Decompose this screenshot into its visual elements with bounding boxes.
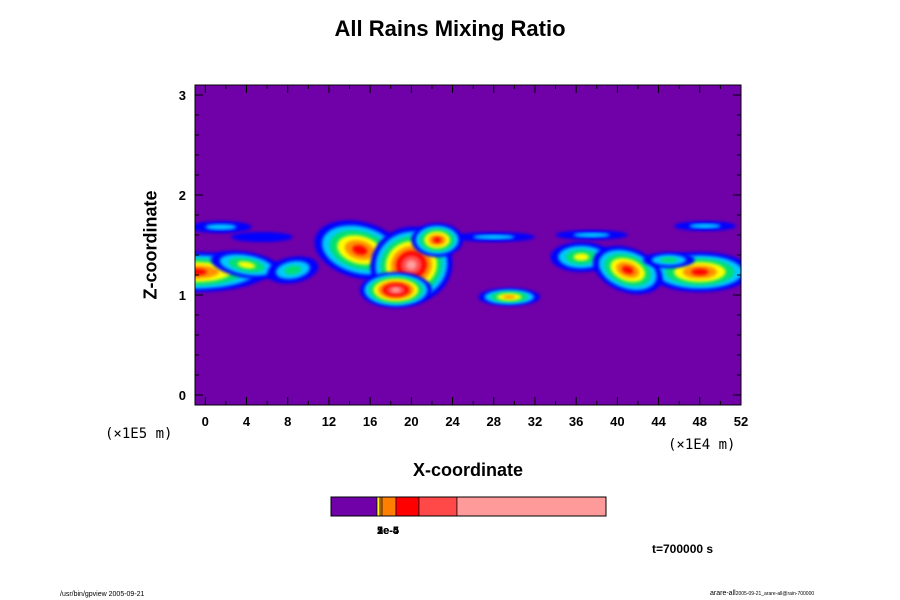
y-tick-label-2: 2	[179, 188, 186, 203]
rain-feature-15-level-5	[621, 265, 634, 275]
x-tick-label-4: 16	[363, 414, 377, 429]
rain-feature-5-level-1	[689, 223, 721, 229]
colorbar-segment-6	[456, 496, 607, 517]
x-tick-labels: 0 4 8 12 16 20 24 28 32 36 40 44 48 52	[202, 414, 749, 429]
colorbar-segment-1	[376, 496, 381, 517]
rain-feature-9-level-5	[352, 245, 368, 255]
rain-feature-13-level-4	[503, 295, 516, 299]
rain-feature-1-level-5	[691, 268, 709, 276]
x-tick-label-8: 32	[528, 414, 542, 429]
y-tick-labels: 0 1 2 3	[179, 88, 186, 403]
footer-source-main: arare-all	[710, 590, 736, 597]
x-tick-label-9: 36	[569, 414, 583, 429]
x-tick-label-1: 4	[243, 414, 251, 429]
x-axis-label: X-coordinate	[412, 460, 523, 480]
colorbar-segment-5	[418, 496, 458, 517]
x-tick-label-13: 52	[734, 414, 748, 429]
colorbar-label-0: 1e-5	[377, 525, 399, 537]
footer-command: /usr/bin/gpview 2005-09-21	[60, 591, 145, 598]
footer-source-small: 2005-09-21_arare-all@rain-700000	[735, 591, 815, 597]
y-axis-label: Z-coordinate	[140, 190, 161, 300]
x-tick-label-3: 12	[322, 414, 336, 429]
x-tick-label-6: 24	[445, 414, 460, 429]
x-axis-multiplier: (×1E4 m)	[668, 437, 736, 453]
rain-feature-2-level-3	[237, 261, 256, 269]
colorbar-label-2: 5e-4	[377, 525, 400, 537]
rain-feature-6-level-0	[231, 232, 293, 242]
axis-ticks	[195, 85, 742, 405]
colorbar-frame	[330, 496, 607, 517]
colorbar-labels: 1e-52e-55e-4	[377, 525, 400, 537]
y-tick-label-0: 0	[179, 388, 186, 403]
rain-feature-10-level-7	[406, 260, 417, 270]
colorbar-segment-4	[395, 496, 420, 517]
rain-blobs	[195, 220, 741, 308]
colorbar	[330, 496, 607, 517]
time-label: t=700000 s	[652, 542, 714, 556]
rain-feature-0-level-5	[195, 268, 208, 276]
heatmap-background	[195, 85, 741, 405]
y-tick-label-3: 3	[179, 88, 186, 103]
colorbar-segment-3	[381, 496, 397, 517]
rain-feature-11-level-7	[391, 287, 401, 293]
y-axis-multiplier: (×1E5 m)	[105, 426, 173, 442]
plot-frame	[194, 84, 742, 406]
rain-feature-12-level-5	[432, 237, 442, 243]
x-tick-label-2: 8	[284, 414, 291, 429]
x-tick-label-10: 40	[610, 414, 624, 429]
colorbar-segment-0	[330, 496, 378, 517]
chart-title: All Rains Mixing Ratio	[334, 16, 566, 41]
colorbar-label-1: 2e-5	[377, 525, 399, 537]
x-tick-label-12: 48	[693, 414, 707, 429]
footer-source: arare-all2005-09-21_arare-all@rain-70000…	[710, 590, 814, 597]
y-tick-label-1: 1	[179, 288, 186, 303]
x-tick-label-0: 0	[202, 414, 209, 429]
rain-feature-3-level-2	[284, 265, 302, 275]
rain-feature-14-level-3	[573, 253, 590, 261]
x-tick-label-11: 44	[651, 414, 666, 429]
rain-feature-16-level-2	[660, 257, 678, 263]
x-tick-label-7: 28	[487, 414, 501, 429]
rain-feature-7-level-1	[473, 234, 515, 240]
x-tick-label-5: 20	[404, 414, 418, 429]
rain-feature-4-level-1	[205, 224, 237, 230]
rain-feature-8-level-1	[573, 232, 610, 238]
